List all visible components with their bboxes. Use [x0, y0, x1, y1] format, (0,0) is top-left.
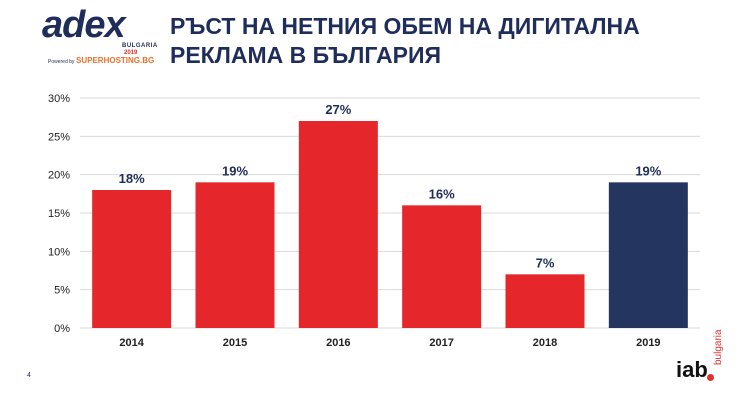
- y-tick-label: 5%: [54, 285, 70, 297]
- y-tick-label: 10%: [48, 246, 70, 258]
- x-tick-label: 2015: [223, 337, 247, 349]
- powered-by-label: Powered by: [48, 59, 75, 65]
- y-tick-label: 30%: [48, 93, 70, 105]
- x-tick-label: 2019: [636, 337, 660, 349]
- iab-logo-country: bulgaria: [713, 329, 724, 365]
- sponsor-name: SUPERHOSTING.BG: [76, 56, 155, 65]
- page-title: РЪСТ НА НЕТНИЯ ОБЕМ НА ДИГИТАЛНА РЕКЛАМА…: [170, 13, 640, 68]
- bar: [92, 190, 172, 328]
- bar: [195, 182, 275, 328]
- adex-logo: adex BULGARIA 2019: [42, 6, 172, 70]
- y-tick-label: 15%: [48, 208, 70, 220]
- x-tick-label: 2018: [533, 337, 557, 349]
- page-number: 4: [27, 372, 31, 379]
- logo-year: 2019: [124, 50, 138, 56]
- bar-value-label: 18%: [119, 171, 145, 186]
- bar: [298, 121, 378, 328]
- y-tick-label: 0%: [54, 323, 70, 335]
- bar-value-label: 27%: [325, 102, 351, 117]
- y-tick-label: 25%: [48, 131, 70, 143]
- iab-logo-dot: [707, 374, 714, 381]
- x-tick-label: 2017: [429, 337, 453, 349]
- bar-value-label: 19%: [635, 163, 661, 178]
- x-tick-label: 2014: [119, 337, 144, 349]
- y-tick-label: 20%: [48, 170, 70, 182]
- bar: [608, 182, 688, 328]
- bar-value-label: 7%: [536, 255, 555, 270]
- bar-value-label: 16%: [429, 186, 455, 201]
- logo-wordmark: adex: [42, 4, 126, 46]
- x-tick-label: 2016: [326, 337, 350, 349]
- bar: [402, 205, 482, 328]
- logo-country: BULGARIA: [122, 43, 158, 49]
- bar: [505, 274, 585, 328]
- iab-logo: iab: [676, 357, 708, 382]
- bar-value-label: 19%: [222, 163, 248, 178]
